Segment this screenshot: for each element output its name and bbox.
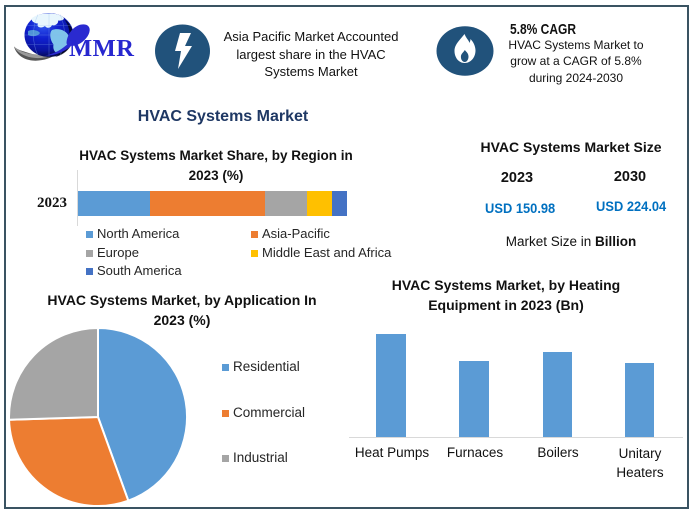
svg-text:MMR: MMR [69,35,134,62]
